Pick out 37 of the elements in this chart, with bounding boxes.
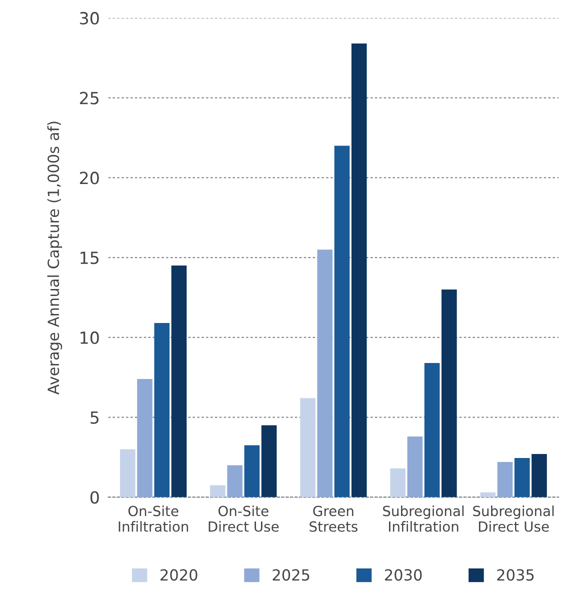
bar: [244, 445, 260, 498]
bar: [120, 449, 136, 498]
bar: [532, 454, 547, 498]
y-tick-label: 25: [80, 92, 99, 104]
bar: [442, 290, 457, 498]
y-tick-label: 10: [80, 331, 99, 344]
x-tick-label: Subregional Direct Use: [473, 506, 554, 532]
bar: [261, 425, 277, 498]
bar: [227, 465, 242, 498]
y-tick-label: 30: [80, 12, 99, 25]
bar: [210, 485, 226, 498]
bar: [300, 398, 316, 498]
bar: [171, 266, 187, 498]
x-tick-label: Subregional Infiltration: [383, 506, 464, 532]
x-tick-label: Green Streets: [310, 506, 358, 532]
bar: [407, 436, 423, 498]
legend-label: 2035: [497, 569, 534, 581]
x-tick-label: On-Site Infiltration: [118, 506, 188, 532]
bar: [137, 378, 152, 498]
y-tick-label: 0: [90, 491, 99, 504]
legend-label: 2025: [272, 569, 310, 581]
y-tick-label: 15: [80, 252, 99, 264]
bar: [317, 250, 333, 498]
bar: [497, 462, 513, 498]
bar: [480, 492, 496, 498]
legend-label: 2030: [384, 569, 422, 581]
bar: [334, 146, 350, 498]
y-axis-title: Average Annual Capture (1,000s af): [47, 122, 62, 395]
y-tick-label: 20: [80, 172, 99, 184]
bar: [154, 323, 170, 498]
x-tick-label: On-Site Direct Use: [208, 506, 279, 532]
bar: [424, 362, 440, 498]
y-tick-label: 5: [90, 411, 99, 424]
bar: [390, 468, 406, 498]
bar: [514, 458, 530, 498]
legend-label: 2020: [160, 569, 198, 581]
bar: [351, 44, 367, 498]
